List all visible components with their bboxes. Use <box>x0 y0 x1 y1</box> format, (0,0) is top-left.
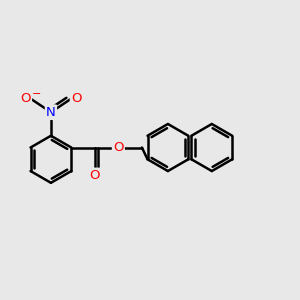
Text: O: O <box>71 92 82 105</box>
Text: −: − <box>32 89 41 99</box>
Text: O: O <box>20 92 31 105</box>
Text: N: N <box>46 106 56 119</box>
Text: O: O <box>90 169 100 182</box>
Text: O: O <box>113 141 124 154</box>
